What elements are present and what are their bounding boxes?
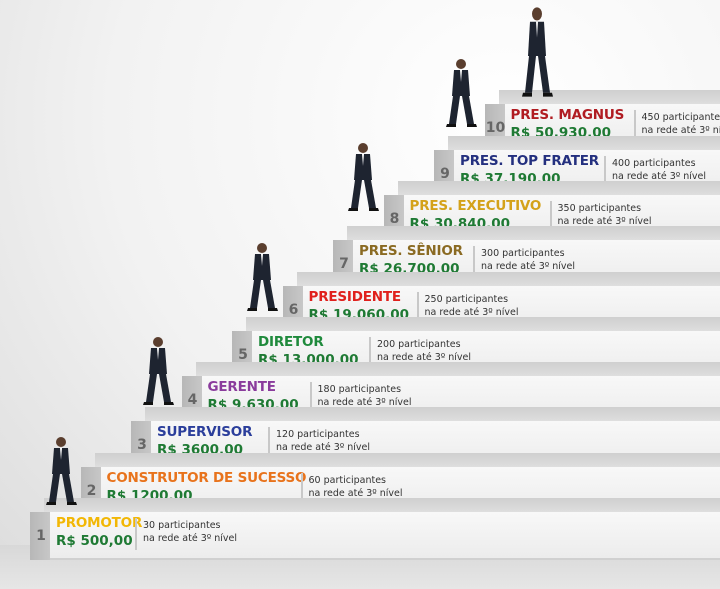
network-level: na rede até 3º nível bbox=[308, 487, 403, 499]
divider bbox=[416, 291, 419, 324]
divider bbox=[473, 246, 475, 279]
participants-info: 120 participantes na rede até 3º nível bbox=[276, 428, 370, 454]
participants-info: 60 participantes na rede até 3º nível bbox=[309, 474, 403, 500]
participants-info: 300 participantes na rede até 3º nível bbox=[481, 247, 575, 273]
network-level: na rede até 3º nível bbox=[317, 397, 412, 409]
network-level: na rede até 3º nível bbox=[557, 215, 652, 227]
businessman-icon bbox=[44, 436, 78, 510]
step-top bbox=[347, 226, 720, 241]
network-level: na rede até 3º nível bbox=[143, 533, 238, 544]
divider bbox=[300, 472, 303, 505]
level-title: PRESIDENTE bbox=[308, 288, 402, 305]
participants-info: 200 participantes na rede até 3º nível bbox=[377, 338, 471, 364]
participants-count: 30 participantes bbox=[143, 520, 221, 531]
participants-count: 200 participantes bbox=[377, 338, 461, 350]
businessman-icon bbox=[346, 142, 380, 216]
participants-count: 450 participantes bbox=[641, 112, 720, 124]
level-bonus: R$ 500,00 bbox=[56, 533, 133, 549]
step-face: PROMOTOR R$ 500,00 30 participantes na r… bbox=[50, 512, 720, 560]
level-title: PRES. TOP FRATER bbox=[460, 152, 599, 169]
divider bbox=[369, 336, 371, 369]
level-title: CONSTRUTOR DE SUCESSO bbox=[106, 469, 307, 486]
network-level: na rede até 3º nível bbox=[377, 351, 472, 363]
level-title: PRES. EXECUTIVO bbox=[409, 197, 542, 214]
step-top bbox=[397, 180, 720, 195]
level-title: DIRETOR bbox=[258, 333, 324, 350]
step-1: 1 PROMOTOR R$ 500,00 30 participantes na… bbox=[30, 498, 720, 560]
participants-info: 250 participantes na rede até 3º nível bbox=[425, 293, 519, 319]
participants-count: 60 participantes bbox=[308, 474, 386, 486]
network-level: na rede até 3º nível bbox=[276, 442, 371, 454]
participants-info: 400 participantes na rede até 3º nível bbox=[612, 157, 706, 183]
divider bbox=[135, 518, 137, 550]
businessman-icon bbox=[141, 336, 175, 410]
participants-count: 350 participantes bbox=[557, 202, 642, 214]
level-title: PROMOTOR bbox=[56, 515, 143, 531]
participants-count: 180 participantes bbox=[317, 384, 402, 396]
businessman-icon bbox=[245, 242, 279, 316]
divider bbox=[604, 155, 606, 188]
network-level: na rede até 3º nível bbox=[424, 306, 519, 318]
step-top bbox=[246, 316, 720, 331]
divider bbox=[633, 110, 636, 143]
participants-count: 400 participantes bbox=[612, 157, 696, 169]
step-top bbox=[296, 271, 720, 286]
divider bbox=[309, 382, 312, 415]
participants-info: 30 participantes na rede até 3º nível bbox=[143, 519, 237, 545]
level-title: SUPERVISOR bbox=[157, 424, 253, 441]
divider bbox=[268, 427, 270, 460]
level-title: PRES. MAGNUS bbox=[510, 107, 625, 124]
level-title: PRES. SÊNIOR bbox=[359, 243, 463, 260]
step-top bbox=[44, 498, 720, 512]
step-top bbox=[94, 452, 720, 467]
participants-info: 180 participantes na rede até 3º nível bbox=[318, 383, 412, 409]
businessman-icon bbox=[444, 58, 478, 132]
network-level: na rede até 3º nível bbox=[641, 125, 720, 137]
level-title: GERENTE bbox=[207, 379, 276, 396]
participants-count: 250 participantes bbox=[424, 293, 509, 305]
participants-count: 120 participantes bbox=[276, 429, 360, 441]
step-top bbox=[448, 135, 720, 150]
participants-info: 350 participantes na rede até 3º nível bbox=[558, 202, 652, 228]
step-number: 1 bbox=[30, 512, 52, 560]
participants-count: 300 participantes bbox=[481, 248, 565, 260]
step-top bbox=[145, 407, 720, 422]
divider bbox=[549, 200, 552, 233]
network-level: na rede até 3º nível bbox=[481, 261, 576, 273]
participants-info: 450 participantes na rede até 3º nível bbox=[642, 111, 720, 137]
network-level: na rede até 3º nível bbox=[612, 170, 707, 182]
step-top bbox=[498, 90, 720, 105]
step-top bbox=[195, 362, 720, 377]
businessman-icon bbox=[520, 6, 554, 102]
